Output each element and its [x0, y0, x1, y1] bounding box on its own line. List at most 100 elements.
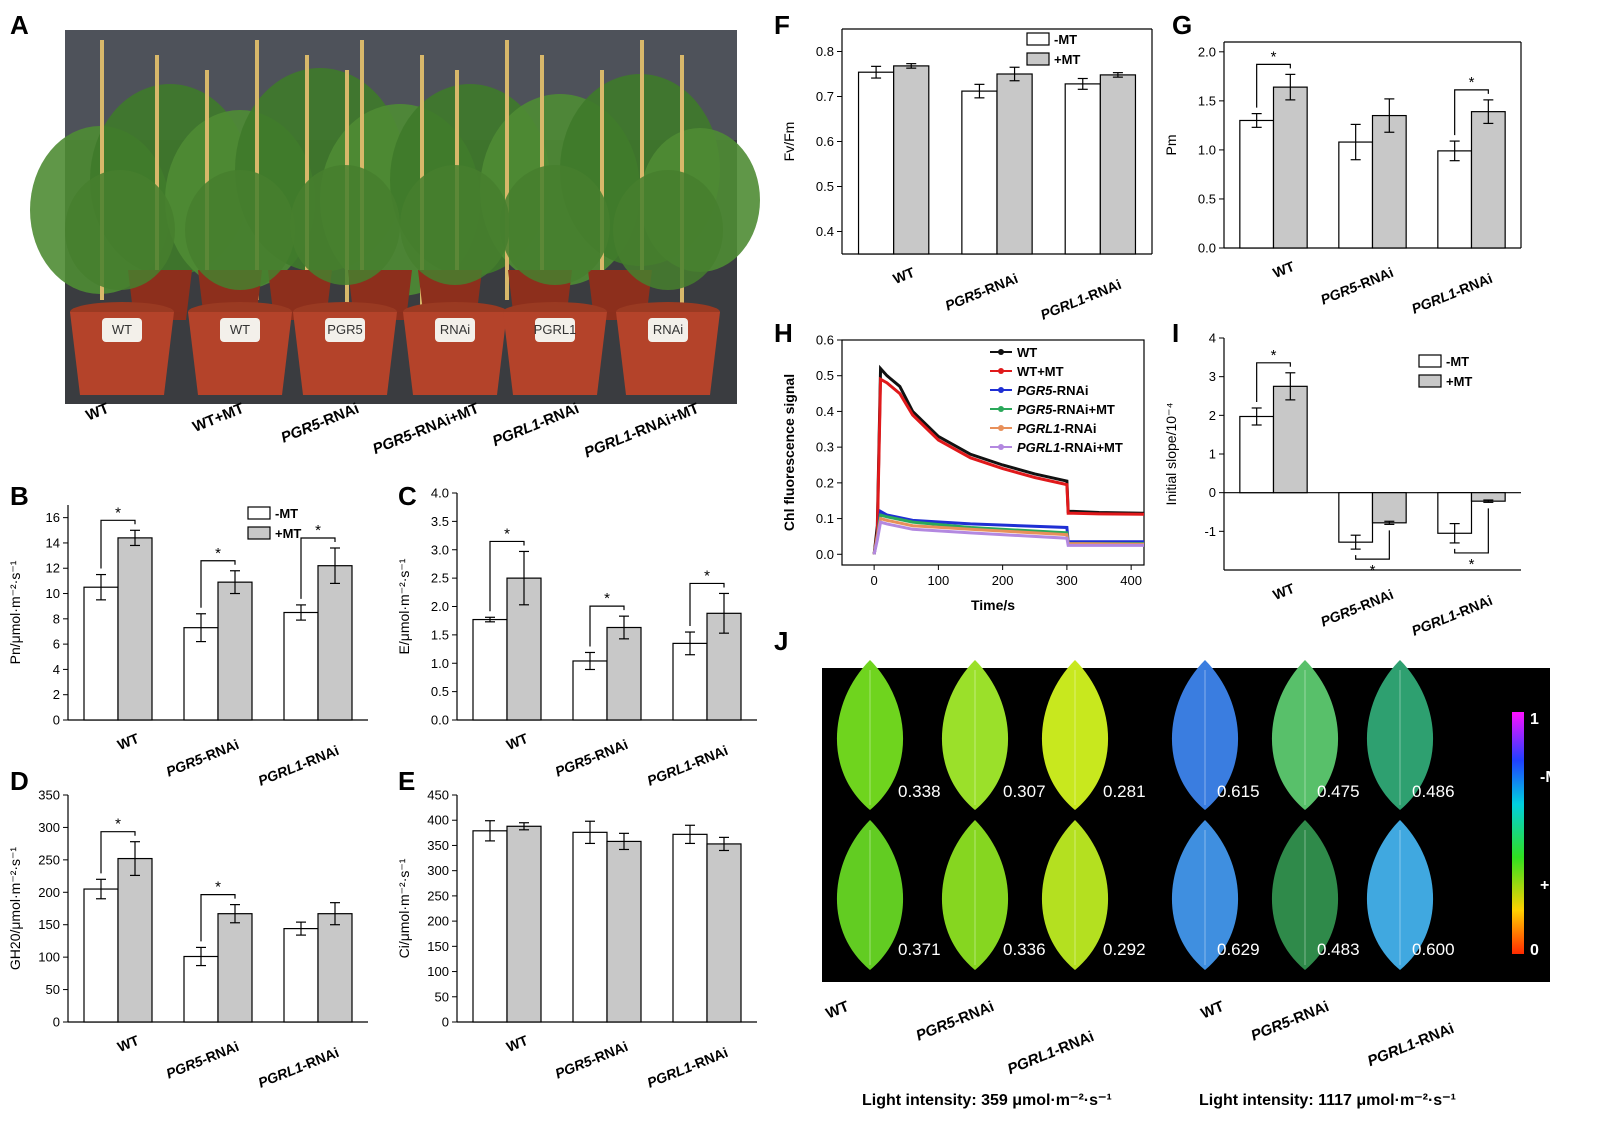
panel-j-x-label-text: PGRL1-RNAi: [1365, 1020, 1456, 1070]
panel-j-x-label-suffix: -RNAi: [1051, 1028, 1096, 1059]
photo-label-gene: PGR5: [370, 427, 415, 458]
significance-bracket: [300, 537, 336, 599]
bar--MT: [472, 618, 508, 721]
bar-+MT: [893, 65, 930, 255]
x-tick-label: 300: [1056, 573, 1078, 588]
x-axis-label: Time/s: [971, 597, 1015, 613]
y-tick-label: 0: [53, 713, 60, 728]
x-category-label: PGRL1-RNAi: [256, 742, 341, 789]
panel-j-x-label: PGRL1-RNAi: [1365, 1020, 1456, 1070]
x-category-label-text: PGRL1-RNAi: [645, 1044, 730, 1091]
y-tick-label: 3: [1209, 369, 1216, 384]
y-tick-label: 0: [53, 1015, 60, 1030]
bar-+MT: [217, 581, 253, 721]
panel-j-imaging: 0.338 0.307 0.281 0.615 0.475 0.486 0.371 0.336…: [822, 660, 1573, 1109]
x-category-label: PGR5-RNAi: [553, 736, 630, 780]
bar--MT: [183, 955, 219, 1023]
x-category-label-gene: PGR5: [1318, 600, 1360, 629]
legend-label: +MT: [1054, 52, 1080, 67]
significance-star: *: [115, 504, 121, 521]
leaf-value: 0.600: [1412, 940, 1455, 959]
leaf-image: [1271, 820, 1339, 970]
y-tick-label: 0.6: [816, 333, 834, 348]
leaf-image: [941, 820, 1009, 970]
x-category-label-text: PGR5-RNAi: [1318, 586, 1395, 630]
x-category-label-text: PGRL1-RNAi: [256, 1044, 341, 1091]
legend-label: PGRL1-RNAi+MT: [1017, 440, 1123, 455]
legend-swatch: [1026, 32, 1050, 46]
x-category-label-suffix: -RNAi: [199, 1038, 241, 1067]
x-category-label-gene: PGR5: [1318, 278, 1360, 307]
x-tick-label: 0: [871, 573, 878, 588]
bar--MT: [961, 90, 998, 255]
y-tick-label: 3.0: [431, 542, 449, 557]
significance-star: *: [115, 816, 121, 833]
legend-suffix: -RNAi: [1052, 383, 1088, 398]
pot-front: [403, 312, 507, 395]
x-category-label-gene: PGRL1: [256, 1058, 305, 1090]
x-category-label-text: WT: [1270, 580, 1297, 603]
pot-front: [503, 312, 607, 395]
y-tick-label: 0.3: [816, 440, 834, 455]
bar-+MT: [506, 825, 542, 1023]
legend-marker: [998, 444, 1004, 450]
significance-bracket: [100, 519, 136, 569]
x-category-label-text: WT: [1270, 258, 1297, 281]
bar-+MT: [706, 843, 742, 1023]
bar-+MT: [1099, 74, 1137, 255]
y-tick-label: 3.5: [431, 514, 449, 529]
x-category-label: PGR5-RNAi: [1318, 586, 1395, 630]
photo-label-text: PGR5-RNAi+MT: [370, 400, 481, 458]
bar-+MT: [117, 857, 153, 1023]
y-tick-label: 16: [46, 510, 60, 525]
bar-+MT: [1272, 385, 1308, 494]
pot-tag-text: PGRL1: [534, 322, 577, 337]
y-tick-label: 0.7: [816, 89, 834, 104]
y-tick-label: 0.0: [816, 547, 834, 562]
x-category-label-gene: PGRL1: [645, 1058, 694, 1090]
x-category-label: PGRL1-RNAi: [645, 1044, 730, 1091]
y-tick-label: 300: [38, 820, 60, 835]
panel-label-h: H: [774, 318, 793, 348]
y-tick-label: 350: [427, 838, 449, 853]
y-tick-label: 0.6: [816, 134, 834, 149]
y-tick-label: 4.0: [431, 486, 449, 501]
x-category-label: PGRL1-RNAi: [256, 1044, 341, 1091]
x-category-label-gene: PGR5: [943, 284, 985, 313]
photo-label-suffix: -RNAi+MT: [408, 400, 481, 443]
significance-star: *: [1469, 556, 1475, 573]
x-category-label-suffix: -RNAi: [199, 736, 241, 765]
pot-tag: [325, 318, 365, 342]
y-axis-label: E/μmol·m⁻²·s⁻¹: [396, 558, 412, 654]
significance-bracket: [1256, 362, 1291, 402]
y-tick-label: 0.2: [816, 475, 834, 490]
y-tick-label: 4: [1209, 331, 1216, 346]
x-category-label-suffix: -RNAi: [1081, 276, 1123, 305]
significance-star: *: [215, 879, 221, 896]
leaf-image: [836, 820, 904, 970]
x-tick-label: 400: [1120, 573, 1142, 588]
y-tick-label: 100: [38, 950, 60, 965]
leaf-image: [1171, 820, 1239, 970]
significance-star: *: [704, 567, 710, 584]
series-line: [872, 376, 1145, 555]
y-tick-label: 150: [38, 917, 60, 932]
x-category-label-suffix: -RNAi: [299, 742, 341, 771]
y-tick-label: 200: [427, 914, 449, 929]
legend-label: +MT: [1446, 374, 1472, 389]
bar-+MT: [317, 913, 353, 1023]
x-category-label-suffix: -RNAi: [688, 1044, 730, 1073]
legend-label: WT+MT: [1017, 364, 1064, 379]
panel-j-x-label-gene: PGRL1: [1365, 1036, 1418, 1070]
pot-front: [188, 312, 292, 395]
bar-+MT: [117, 537, 153, 721]
panel-labels: A B C D E F G H I J: [10, 10, 1192, 796]
significance-star: *: [1370, 562, 1376, 579]
pot-tag-text: RNAi: [653, 322, 683, 337]
bar--MT: [857, 71, 895, 255]
panel-j-x-label-text: PGR5-RNAi: [914, 998, 997, 1045]
panel-label-e: E: [398, 766, 415, 796]
